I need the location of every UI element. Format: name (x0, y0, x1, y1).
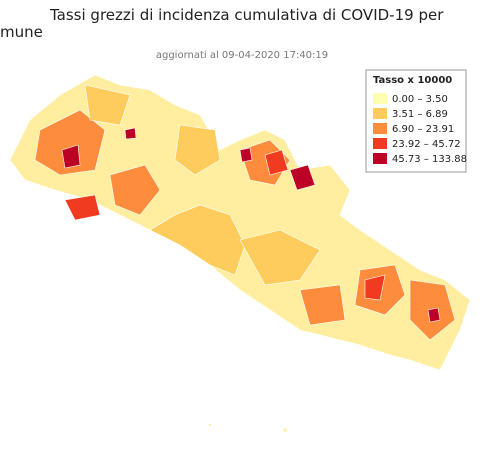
area (427, 307, 441, 323)
area (64, 194, 101, 221)
island (208, 423, 212, 427)
area (61, 144, 81, 169)
legend: Tasso x 10000 0.00 – 3.50 3.51 – 6.89 6.90… (365, 69, 467, 173)
area (84, 84, 131, 126)
area (289, 164, 316, 191)
legend-swatch (373, 123, 387, 134)
legend-label: 3.51 – 6.89 (392, 109, 448, 120)
legend-swatch (373, 93, 387, 104)
area (109, 164, 161, 216)
title: Tassi grezzi di incidenza cumulativa di … (49, 6, 444, 24)
area (239, 229, 321, 286)
area (124, 127, 137, 140)
area (299, 284, 346, 326)
legend-title: Tasso x 10000 (373, 75, 452, 86)
legend-label: 0.00 – 3.50 (392, 94, 448, 105)
island (282, 427, 288, 433)
legend-swatch (373, 108, 387, 119)
area (264, 149, 289, 176)
legend-label: 6.90 – 23.91 (392, 124, 454, 135)
area (174, 124, 221, 176)
area (364, 274, 386, 301)
legend-swatch (373, 138, 387, 149)
area (239, 147, 253, 163)
legend-label: 23.92 – 45.72 (392, 139, 461, 150)
subtitle: aggiornati al 09-04-2020 17:40:19 (156, 50, 328, 61)
map (9, 74, 471, 433)
legend-swatch (373, 153, 387, 164)
legend-label: 45.73 – 133.88 (392, 154, 467, 165)
title: mune (0, 23, 43, 41)
area (34, 109, 106, 176)
